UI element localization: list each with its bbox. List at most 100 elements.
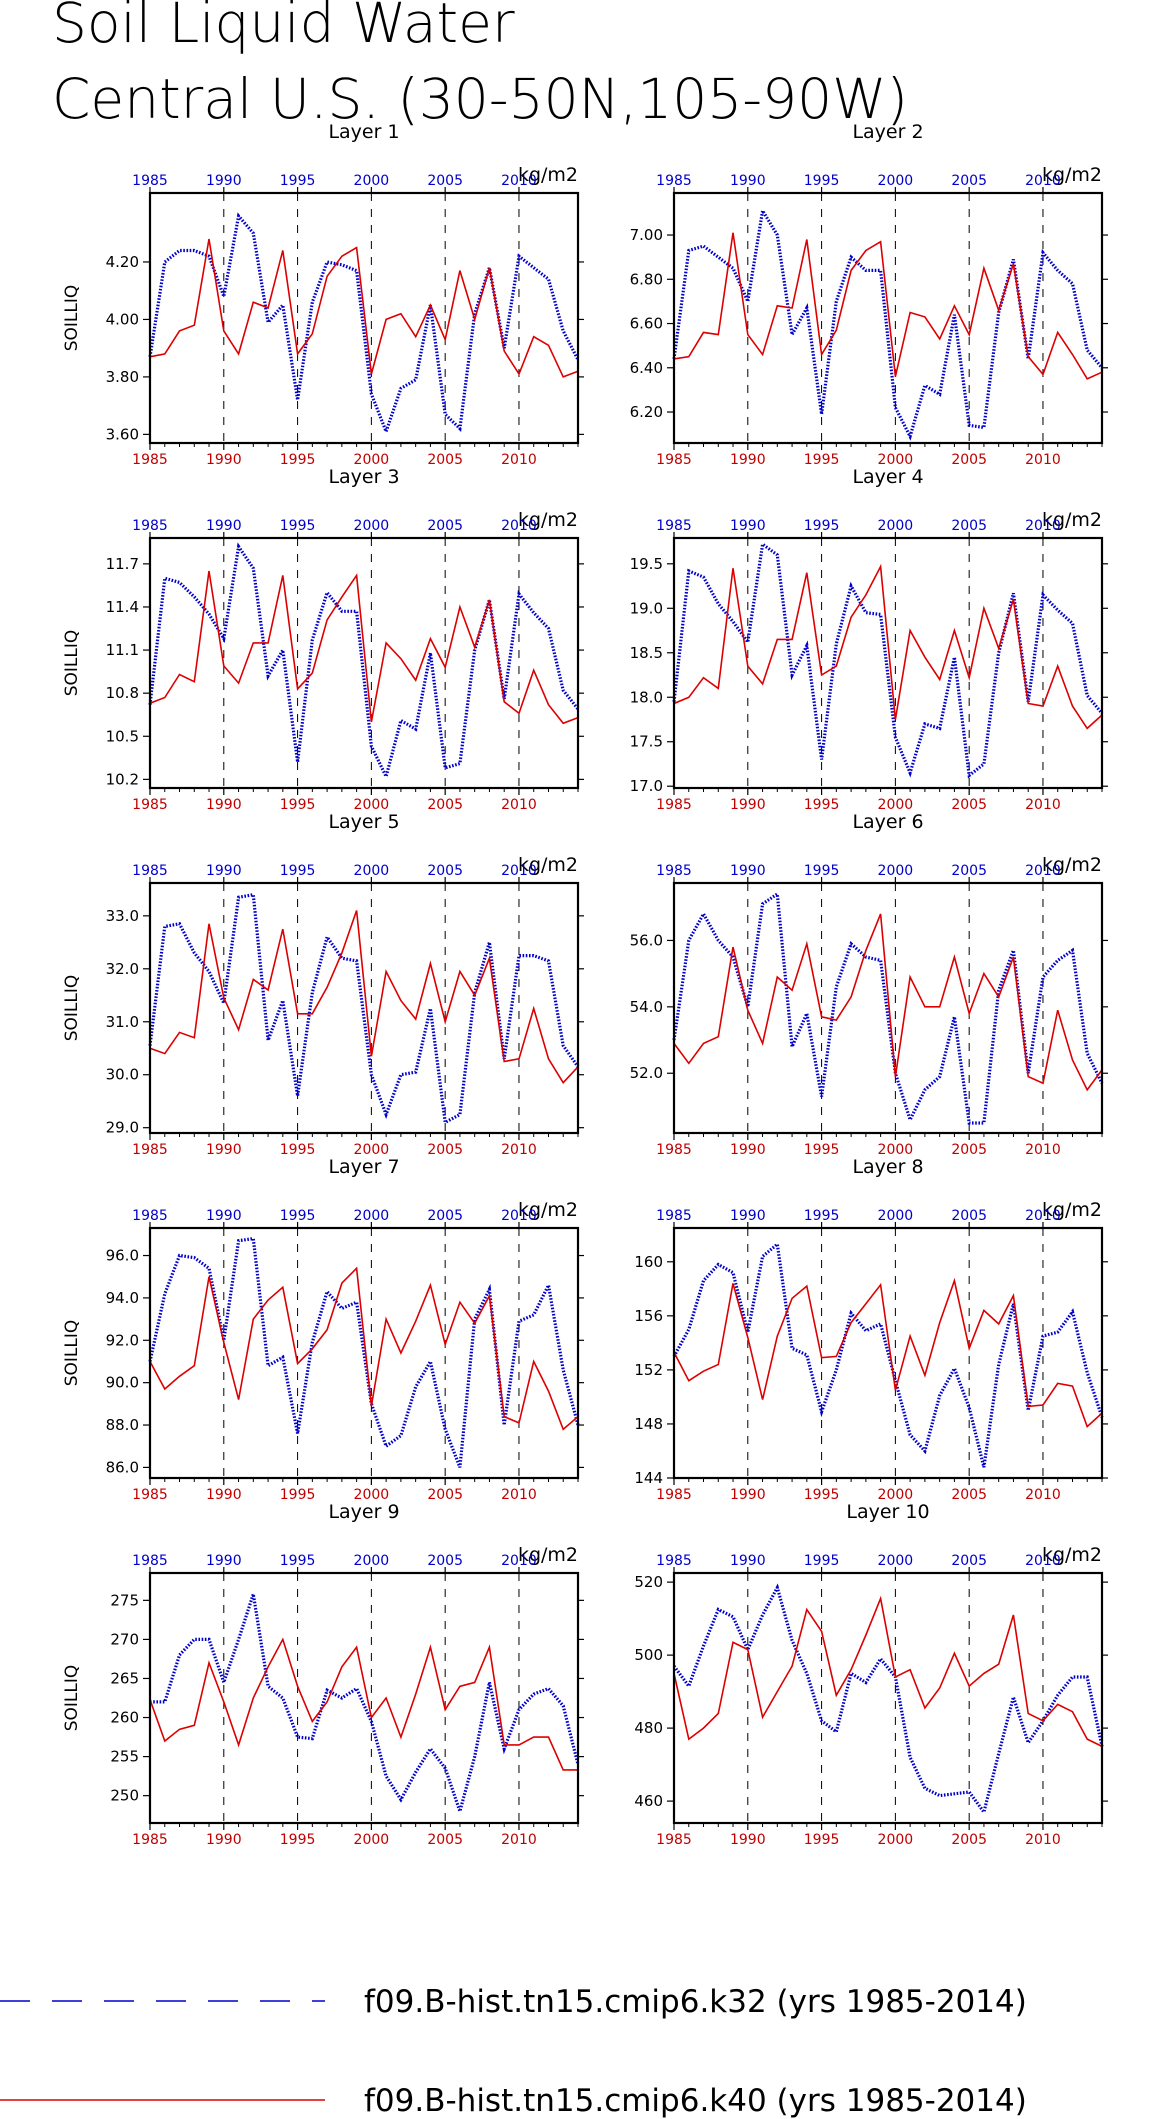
x-tick-label-top: 1995: [280, 1553, 316, 1569]
x-tick-label-top: 1995: [804, 1208, 840, 1224]
y-tick-label: 260: [110, 1709, 139, 1727]
series-line-k32: [672, 541, 1104, 779]
panel-layer-8: Layer 8 kg/m2 1985 1985 1990 1990 1995 1995 2000…: [634, 1156, 1108, 1503]
x-tick-label-bottom: 1990: [730, 797, 766, 813]
x-tick-label-top: 2005: [427, 173, 463, 189]
y-tick-label: 10.8: [106, 684, 139, 702]
series-line-k40: [673, 563, 1103, 730]
plot-frame: [148, 1571, 580, 1825]
panel-title: Layer 9: [328, 1501, 399, 1523]
units-label: kg/m2: [518, 1199, 578, 1221]
x-tick-label-top: 1990: [206, 1553, 242, 1569]
plot-frame: [672, 881, 1104, 1135]
y-tick-label: 19.5: [630, 555, 663, 573]
x-tick-label-bottom: 1995: [804, 1832, 840, 1848]
x-tick-label-top: 2000: [354, 1553, 390, 1569]
y-tick-label: 4.00: [106, 310, 139, 328]
x-tick-label-top: 2000: [354, 173, 390, 189]
x-tick-label-top: 2005: [951, 518, 987, 534]
plot-frame: [148, 191, 580, 445]
x-tick-label-bottom: 1995: [280, 797, 316, 813]
panel-layer-10: Layer 10 kg/m2 1985 1985 1990 1990 1995 1995 200…: [634, 1501, 1108, 1848]
x-tick-label-top: 1985: [132, 1208, 168, 1224]
x-tick-label-top: 1985: [132, 518, 168, 534]
x-tick-label-top: 1990: [206, 173, 242, 189]
x-tick-label-bottom: 2005: [427, 1832, 463, 1848]
x-tick-label-bottom: 2005: [951, 1832, 987, 1848]
y-tick-label: 500: [634, 1646, 663, 1664]
series-line-k32: [672, 891, 1104, 1125]
x-tick-label-top: 2005: [427, 1553, 463, 1569]
x-tick-label-bottom: 1990: [730, 1832, 766, 1848]
x-tick-label-bottom: 2010: [1025, 1487, 1061, 1503]
panel-layer-3: Layer 3 kg/m2 1985 1985 1990 1990 1995 1995 2000…: [62, 466, 584, 813]
units-label: kg/m2: [1042, 1544, 1102, 1566]
units-label: kg/m2: [1042, 509, 1102, 531]
y-tick-label: 56.0: [630, 931, 663, 949]
x-tick-label-top: 2010: [501, 1553, 537, 1569]
y-tick-label: 52.0: [630, 1064, 663, 1082]
y-axis-label: SOILLIQ: [62, 975, 82, 1042]
x-tick-label-bottom: 1985: [132, 797, 168, 813]
y-tick-label: 265: [110, 1669, 139, 1687]
x-tick-label-bottom: 1985: [656, 452, 692, 468]
x-tick-label-top: 2010: [1025, 1553, 1061, 1569]
series-line-k40: [149, 1266, 579, 1431]
x-tick-label-bottom: 2000: [354, 797, 390, 813]
x-tick-label-top: 1990: [206, 518, 242, 534]
plot-frame: [672, 191, 1104, 445]
y-tick-label: 6.60: [630, 315, 663, 333]
x-tick-label-top: 2005: [427, 1208, 463, 1224]
x-tick-label-top: 1985: [132, 863, 168, 879]
panel-title: Layer 1: [328, 121, 399, 143]
y-tick-label: 520: [634, 1573, 663, 1591]
y-tick-label: 10.2: [106, 770, 139, 788]
x-tick-label-top: 1985: [132, 173, 168, 189]
y-tick-label: 88.0: [106, 1416, 139, 1434]
units-label: kg/m2: [518, 509, 578, 531]
y-tick-label: 96.0: [106, 1247, 139, 1265]
panel-layer-7: Layer 7 kg/m2 1985 1985 1990 1990 1995 1995 2000…: [62, 1156, 584, 1503]
y-tick-label: 270: [110, 1630, 139, 1648]
units-label: kg/m2: [518, 1544, 578, 1566]
x-tick-label-bottom: 2010: [501, 1487, 537, 1503]
y-tick-label: 17.5: [630, 733, 663, 751]
panel-layer-2: Layer 2 kg/m2 1985 1985 1990 1990 1995 1995 2000…: [630, 121, 1108, 468]
x-tick-label-bottom: 2000: [878, 797, 914, 813]
x-tick-label-bottom: 1995: [804, 1142, 840, 1158]
panel-title: Layer 6: [852, 811, 923, 833]
y-axis-label: SOILLIQ: [62, 1665, 82, 1732]
y-tick-label: 3.80: [106, 368, 139, 386]
x-tick-label-bottom: 1990: [730, 452, 766, 468]
y-tick-label: 152: [634, 1361, 663, 1379]
x-tick-label-top: 2000: [878, 173, 914, 189]
series-line-k32: [672, 1241, 1104, 1468]
x-tick-label-top: 2000: [354, 518, 390, 534]
x-tick-label-bottom: 1985: [656, 1832, 692, 1848]
x-tick-label-bottom: 1990: [206, 452, 242, 468]
y-tick-label: 31.0: [106, 1013, 139, 1031]
y-tick-label: 11.1: [106, 641, 139, 659]
y-tick-label: 18.0: [630, 688, 663, 706]
y-tick-label: 11.7: [106, 555, 139, 573]
y-tick-label: 160: [634, 1253, 663, 1271]
x-tick-label-bottom: 1985: [132, 1487, 168, 1503]
x-tick-label-top: 2010: [501, 1208, 537, 1224]
units-label: kg/m2: [518, 164, 578, 186]
x-tick-label-bottom: 2005: [427, 1487, 463, 1503]
y-tick-label: 148: [634, 1415, 663, 1433]
x-tick-label-bottom: 2000: [878, 1487, 914, 1503]
x-tick-label-top: 2000: [878, 1553, 914, 1569]
x-tick-label-bottom: 1985: [132, 1142, 168, 1158]
x-tick-label-top: 1995: [804, 863, 840, 879]
x-tick-label-top: 1995: [280, 1208, 316, 1224]
panel-layer-1: Layer 1 kg/m2 1985 1985 1990 1990 1995 1995 2000…: [62, 121, 584, 468]
x-tick-label-bottom: 1990: [206, 1142, 242, 1158]
x-tick-label-top: 1990: [730, 173, 766, 189]
series-line-k40: [673, 913, 1103, 1092]
legend-label-k32: f09.B-hist.tn15.cmip6.k32 (yrs 1985-2014…: [364, 1984, 1027, 2020]
y-tick-label: 250: [110, 1787, 139, 1805]
y-tick-label: 6.40: [630, 359, 663, 377]
x-tick-label-bottom: 2010: [1025, 1142, 1061, 1158]
series-line-k40: [149, 238, 579, 378]
